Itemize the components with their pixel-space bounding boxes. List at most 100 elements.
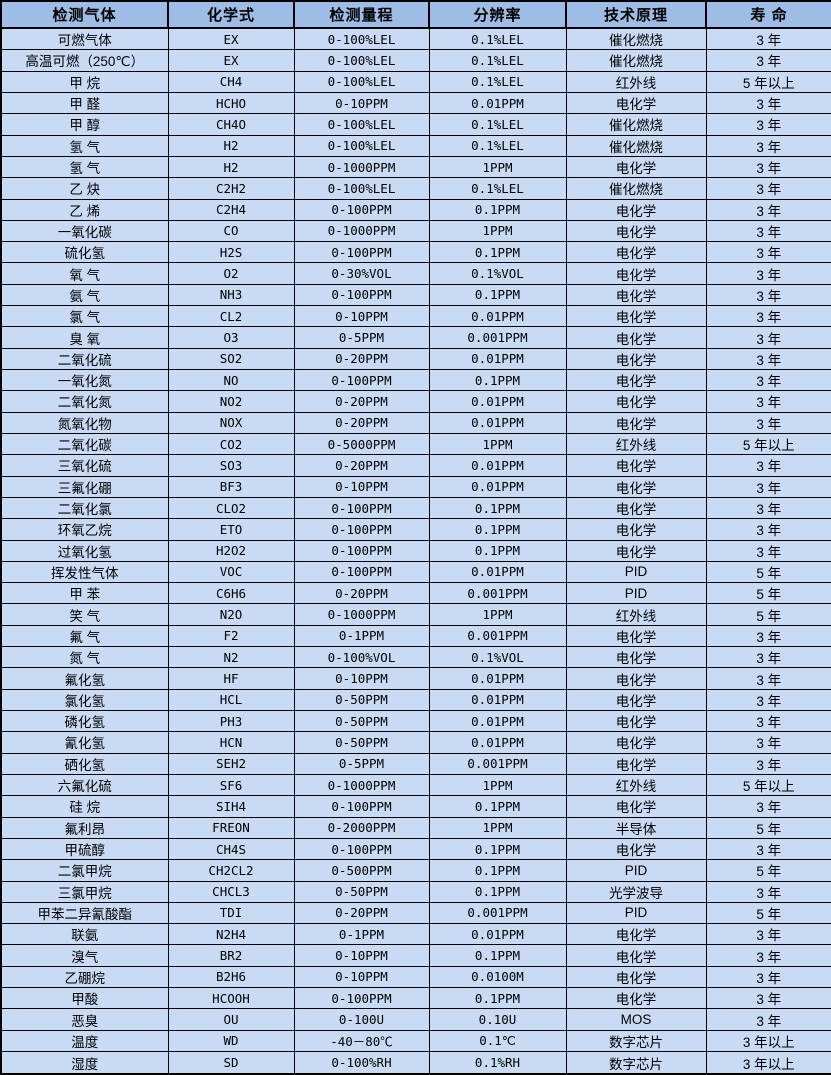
cell-range: 0-500PPM — [293, 859, 430, 882]
cell-range: 0-100%LEL — [293, 27, 430, 51]
cell-principle: 催化燃烧 — [565, 49, 707, 72]
cell-lifespan: 3 年 — [705, 923, 831, 946]
table-row: 温度 WD -40－80℃ 0.1℃ 数字芯片 3 年以上 — [0, 1029, 831, 1053]
cell-principle: 红外线 — [565, 603, 707, 626]
cell-formula: CL2 — [167, 305, 295, 328]
cell-principle: 电化学 — [565, 710, 707, 733]
cell-gas: 臭 氧 — [0, 326, 169, 349]
cell-lifespan: 3 年 — [705, 710, 831, 733]
cell-principle: 电化学 — [565, 326, 707, 349]
cell-range: 0-10PPM — [293, 91, 430, 115]
cell-range: 0-20PPM — [293, 454, 430, 477]
cell-lifespan: 3 年 — [705, 91, 831, 115]
cell-formula: CH4S — [167, 837, 295, 861]
cell-range: 0-5000PPM — [293, 432, 430, 456]
cell-range: 0-100PPM — [293, 241, 430, 264]
cell-range: 0-100%LEL — [293, 113, 430, 136]
cell-resolution: 0.1PPM — [428, 837, 567, 861]
cell-gas: 甲硫醇 — [0, 837, 169, 861]
table-row: 氯化氢 HCL 0-50PPM 0.01PPM 电化学 3 年 — [0, 688, 831, 712]
cell-resolution: 0.1%LEL — [428, 27, 567, 51]
cell-gas: 乙 炔 — [0, 177, 169, 200]
cell-principle: PID — [565, 901, 707, 925]
cell-gas: 氟 气 — [0, 624, 169, 648]
cell-principle: 催化燃烧 — [565, 113, 707, 136]
table-row: 二氯甲烷 CH2CL2 0-500PPM 0.1PPM PID 5 年 — [0, 859, 831, 882]
column-header-principle: 技术原理 — [565, 0, 707, 29]
cell-lifespan: 3 年 — [705, 219, 831, 243]
cell-principle: 电化学 — [565, 198, 707, 221]
cell-principle: 数字芯片 — [565, 1029, 707, 1053]
cell-gas: 硒化氢 — [0, 752, 169, 775]
cell-formula: O3 — [167, 326, 295, 349]
cell-lifespan: 3 年 — [705, 795, 831, 818]
cell-principle: PID — [565, 560, 707, 584]
cell-range: 0-100PPM — [293, 560, 430, 584]
cell-principle: 电化学 — [565, 347, 707, 371]
cell-lifespan: 3 年 — [705, 411, 831, 434]
table-row: 二氧化氮 NO2 0-20PPM 0.01PPM 电化学 3 年 — [0, 390, 831, 413]
cell-formula: BR2 — [167, 944, 295, 967]
cell-resolution: 0.0100M — [428, 965, 567, 989]
cell-lifespan: 5 年 — [705, 901, 831, 925]
cell-formula: SEH2 — [167, 752, 295, 775]
cell-formula: NO — [167, 369, 295, 392]
table-row: 氟 气 F2 0-1PPM 0.001PPM 电化学 3 年 — [0, 624, 831, 648]
cell-lifespan: 5 年 — [705, 582, 831, 605]
cell-gas: 硫化氢 — [0, 241, 169, 264]
cell-range: 0-10PPM — [293, 965, 430, 989]
cell-lifespan: 3 年 — [705, 539, 831, 562]
cell-formula: H2S — [167, 241, 295, 264]
cell-resolution: 0.01PPM — [428, 710, 567, 733]
table-row: 氯 气 CL2 0-10PPM 0.01PPM 电化学 3 年 — [0, 305, 831, 328]
cell-gas: 氧 气 — [0, 262, 169, 285]
cell-formula: B2H6 — [167, 965, 295, 989]
cell-principle: 电化学 — [565, 731, 707, 754]
table-row: 高温可燃（250℃） EX 0-100%LEL 0.1%LEL 催化燃烧 3 年 — [0, 49, 831, 72]
cell-resolution: 0.001PPM — [428, 624, 567, 648]
cell-gas: 二氧化氯 — [0, 496, 169, 520]
cell-range: 0-1PPM — [293, 923, 430, 946]
cell-principle: 电化学 — [565, 667, 707, 690]
cell-formula: EX — [167, 49, 295, 72]
cell-formula: HF — [167, 667, 295, 690]
cell-gas: 六氟化硫 — [0, 773, 169, 797]
cell-resolution: 0.1%LEL — [428, 70, 567, 93]
cell-formula: CO2 — [167, 432, 295, 456]
table-row: 甲苯二异氰酸酯 TDI 0-20PPM 0.001PPM PID 5 年 — [0, 901, 831, 925]
cell-principle: 电化学 — [565, 454, 707, 477]
table-row: 乙 烯 C2H4 0-100PPM 0.1PPM 电化学 3 年 — [0, 198, 831, 221]
cell-formula: HCHO — [167, 91, 295, 115]
cell-principle: 电化学 — [565, 965, 707, 989]
table-row: 联氨 N2H4 0-1PPM 0.01PPM 电化学 3 年 — [0, 923, 831, 946]
cell-lifespan: 5 年 — [705, 816, 831, 839]
cell-range: 0-50PPM — [293, 880, 430, 903]
cell-range: 0-100PPM — [293, 539, 430, 562]
cell-formula: CH4 — [167, 70, 295, 93]
table-row: 过氧化氢 H2O2 0-100PPM 0.1PPM 电化学 3 年 — [0, 539, 831, 562]
table-row: 乙 炔 C2H2 0-100%LEL 0.1%LEL 催化燃烧 3 年 — [0, 177, 831, 200]
table-row: 三氧化硫 SO3 0-20PPM 0.01PPM 电化学 3 年 — [0, 454, 831, 477]
cell-principle: 光学波导 — [565, 880, 707, 903]
cell-resolution: 0.01PPM — [428, 475, 567, 498]
table-row: 甲 醇 CH4O 0-100%LEL 0.1%LEL 催化燃烧 3 年 — [0, 113, 831, 136]
cell-resolution: 0.01PPM — [428, 347, 567, 371]
cell-lifespan: 3 年 — [705, 27, 831, 51]
cell-gas: 恶臭 — [0, 1008, 169, 1031]
cell-principle: 红外线 — [565, 773, 707, 797]
cell-gas: 三氟化硼 — [0, 475, 169, 498]
cell-principle: 半导体 — [565, 816, 707, 839]
cell-range: 0-20PPM — [293, 582, 430, 605]
cell-range: 0-100PPM — [293, 795, 430, 818]
cell-formula: ETO — [167, 518, 295, 541]
cell-range: 0-1000PPM — [293, 155, 430, 179]
cell-formula: NOX — [167, 411, 295, 434]
table-row: 甲酸 HCOOH 0-100PPM 0.1PPM 电化学 3 年 — [0, 987, 831, 1010]
cell-range: 0-10PPM — [293, 944, 430, 967]
cell-range: 0-30%VOL — [293, 262, 430, 285]
table-row: 氧 气 O2 0-30%VOL 0.1%VOL 电化学 3 年 — [0, 262, 831, 285]
cell-resolution: 0.1PPM — [428, 859, 567, 882]
cell-range: 0-10PPM — [293, 667, 430, 690]
cell-principle: PID — [565, 859, 707, 882]
cell-formula: FREON — [167, 816, 295, 839]
